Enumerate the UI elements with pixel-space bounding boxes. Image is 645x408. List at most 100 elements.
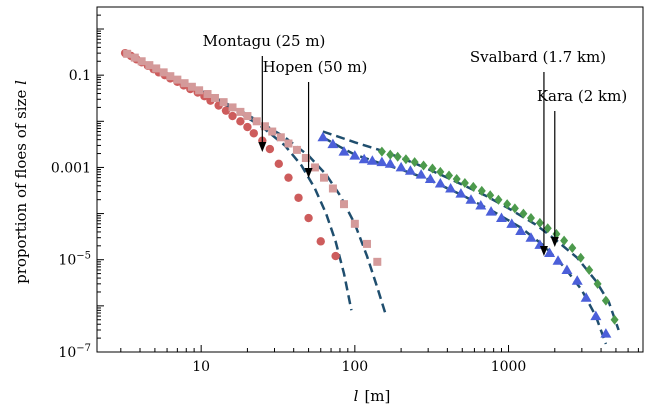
- svalbard-point: [445, 182, 457, 193]
- svalbard-point: [580, 292, 592, 302]
- montagu-point: [249, 129, 258, 138]
- x-tick-label: 10: [192, 359, 210, 375]
- svalbard-point: [506, 218, 518, 228]
- annotation-arrow-head: [304, 168, 313, 178]
- kara-point: [535, 217, 544, 228]
- y-axis-variable: l: [12, 80, 30, 85]
- fit-curve-1: [124, 51, 353, 311]
- kara-point: [510, 203, 519, 214]
- kara-point: [386, 149, 395, 160]
- kara-point: [401, 154, 410, 165]
- kara-point: [410, 157, 419, 168]
- hopen-point: [339, 200, 348, 209]
- montagu-point: [331, 251, 340, 261]
- svalbard-point: [415, 169, 427, 179]
- hopen-point: [243, 112, 252, 121]
- x-tick-label: 100: [341, 359, 368, 375]
- hopen-point: [180, 79, 189, 88]
- hopen-point: [310, 163, 319, 172]
- y-ticks: 0.1 0.001 10−5 10−7: [51, 6, 104, 361]
- hopen-point: [219, 98, 228, 107]
- annotation-montagu: Montagu (25 m): [203, 32, 326, 152]
- kara-point: [377, 146, 386, 157]
- svalbard-point: [349, 150, 361, 160]
- annotation-arrow-head: [539, 246, 548, 256]
- svalbard-point: [515, 225, 527, 235]
- hopen-point: [268, 127, 277, 136]
- hopen-point: [320, 173, 329, 182]
- svalbard-point: [366, 155, 378, 165]
- svalbard-point: [544, 247, 556, 257]
- kara-point: [486, 190, 495, 201]
- hopen-point: [130, 53, 139, 62]
- hopen-point: [301, 154, 310, 163]
- svalbard-point: [465, 194, 477, 204]
- y-tick-label: 10−5: [58, 251, 91, 269]
- svalbard-point: [571, 275, 583, 285]
- hopen-point: [228, 103, 237, 112]
- svalbard-point: [600, 328, 612, 338]
- svalbard-point: [338, 146, 350, 156]
- hopen-point: [350, 219, 359, 228]
- data-points: [120, 48, 619, 338]
- kara-point: [460, 177, 469, 188]
- kara-point: [519, 208, 528, 219]
- kara-point: [419, 160, 428, 171]
- y-tick-label: 10−7: [58, 343, 91, 361]
- x-axis-unit: [m]: [364, 387, 390, 405]
- svalbard-point: [475, 199, 487, 210]
- annotation-arrow-head: [258, 142, 267, 152]
- kara-point: [593, 278, 602, 289]
- hopen-point: [236, 107, 245, 116]
- svalbard-point: [384, 158, 396, 168]
- hopen-point: [252, 117, 261, 126]
- hopen-point: [276, 133, 285, 142]
- svalbard-point: [455, 188, 467, 198]
- y-tick-label: 0.001: [51, 160, 91, 176]
- y-tick-label: 0.1: [69, 68, 91, 84]
- y-axis-text: proportion of floes of size: [12, 85, 30, 284]
- svalbard-point: [590, 310, 602, 321]
- kara-point: [576, 252, 585, 263]
- kara-point: [526, 213, 535, 224]
- montagu-point: [274, 159, 283, 168]
- annotation-svalbard: Svalbard (1.7 km): [470, 48, 606, 256]
- x-axis-label: l [m]: [354, 387, 391, 405]
- montagu-point: [221, 106, 231, 115]
- hopen-point: [145, 61, 154, 70]
- kara-point: [585, 264, 594, 275]
- hopen-point: [210, 93, 219, 102]
- hopen-point: [195, 86, 204, 95]
- hopen-point: [173, 75, 182, 84]
- kara-point: [494, 194, 503, 205]
- fit-curve-2: [124, 51, 388, 317]
- annotation-kara: Kara (2 km): [537, 87, 627, 247]
- montagu-point: [316, 237, 325, 246]
- kara-point: [469, 181, 478, 192]
- kara-point: [393, 151, 402, 162]
- annotation-label: Kara (2 km): [537, 87, 627, 105]
- svalbard-point: [358, 153, 370, 164]
- annotation-label: Montagu (25 m): [203, 32, 326, 50]
- hopen-point: [152, 64, 161, 73]
- montagu-point: [228, 111, 237, 121]
- kara-point: [560, 235, 569, 246]
- svalbard-point: [327, 138, 339, 149]
- kara-point: [477, 185, 486, 196]
- annotation-hopen: Hopen (50 m): [263, 58, 367, 178]
- svalbard-point: [395, 161, 407, 172]
- svalbard-point: [434, 177, 446, 188]
- svalbard-point: [424, 173, 436, 184]
- x-axis-variable: l: [354, 387, 359, 405]
- hopen-point: [159, 68, 168, 77]
- kara-point: [610, 314, 619, 325]
- kara-point: [568, 242, 577, 253]
- kara-point: [601, 295, 610, 306]
- kara-point: [436, 166, 445, 177]
- montagu-point: [243, 122, 252, 132]
- x-ticks: 10 100 1000: [120, 345, 639, 375]
- kara-point: [543, 223, 552, 234]
- kara-point: [503, 199, 512, 210]
- montagu-point: [265, 144, 275, 154]
